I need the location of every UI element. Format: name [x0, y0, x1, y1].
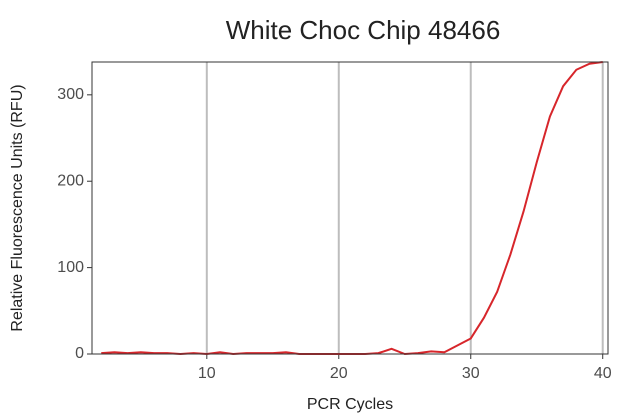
chart-title: White Choc Chip 48466: [226, 15, 501, 45]
y-tick-label: 0: [75, 345, 84, 362]
y-tick-label: 100: [57, 259, 84, 276]
y-tick-label: 200: [57, 172, 84, 189]
y-axis-label: Relative Fluorescence Units (RFU): [9, 84, 26, 331]
x-tick-label: 30: [462, 365, 480, 382]
x-tick-label: 10: [198, 365, 216, 382]
x-axis-label: PCR Cycles: [307, 396, 393, 413]
x-tick-label: 40: [594, 365, 612, 382]
y-tick-label: 300: [57, 86, 84, 103]
plot-border: [91, 61, 609, 355]
x-tick-label: 20: [330, 365, 348, 382]
data-line: [101, 61, 603, 356]
